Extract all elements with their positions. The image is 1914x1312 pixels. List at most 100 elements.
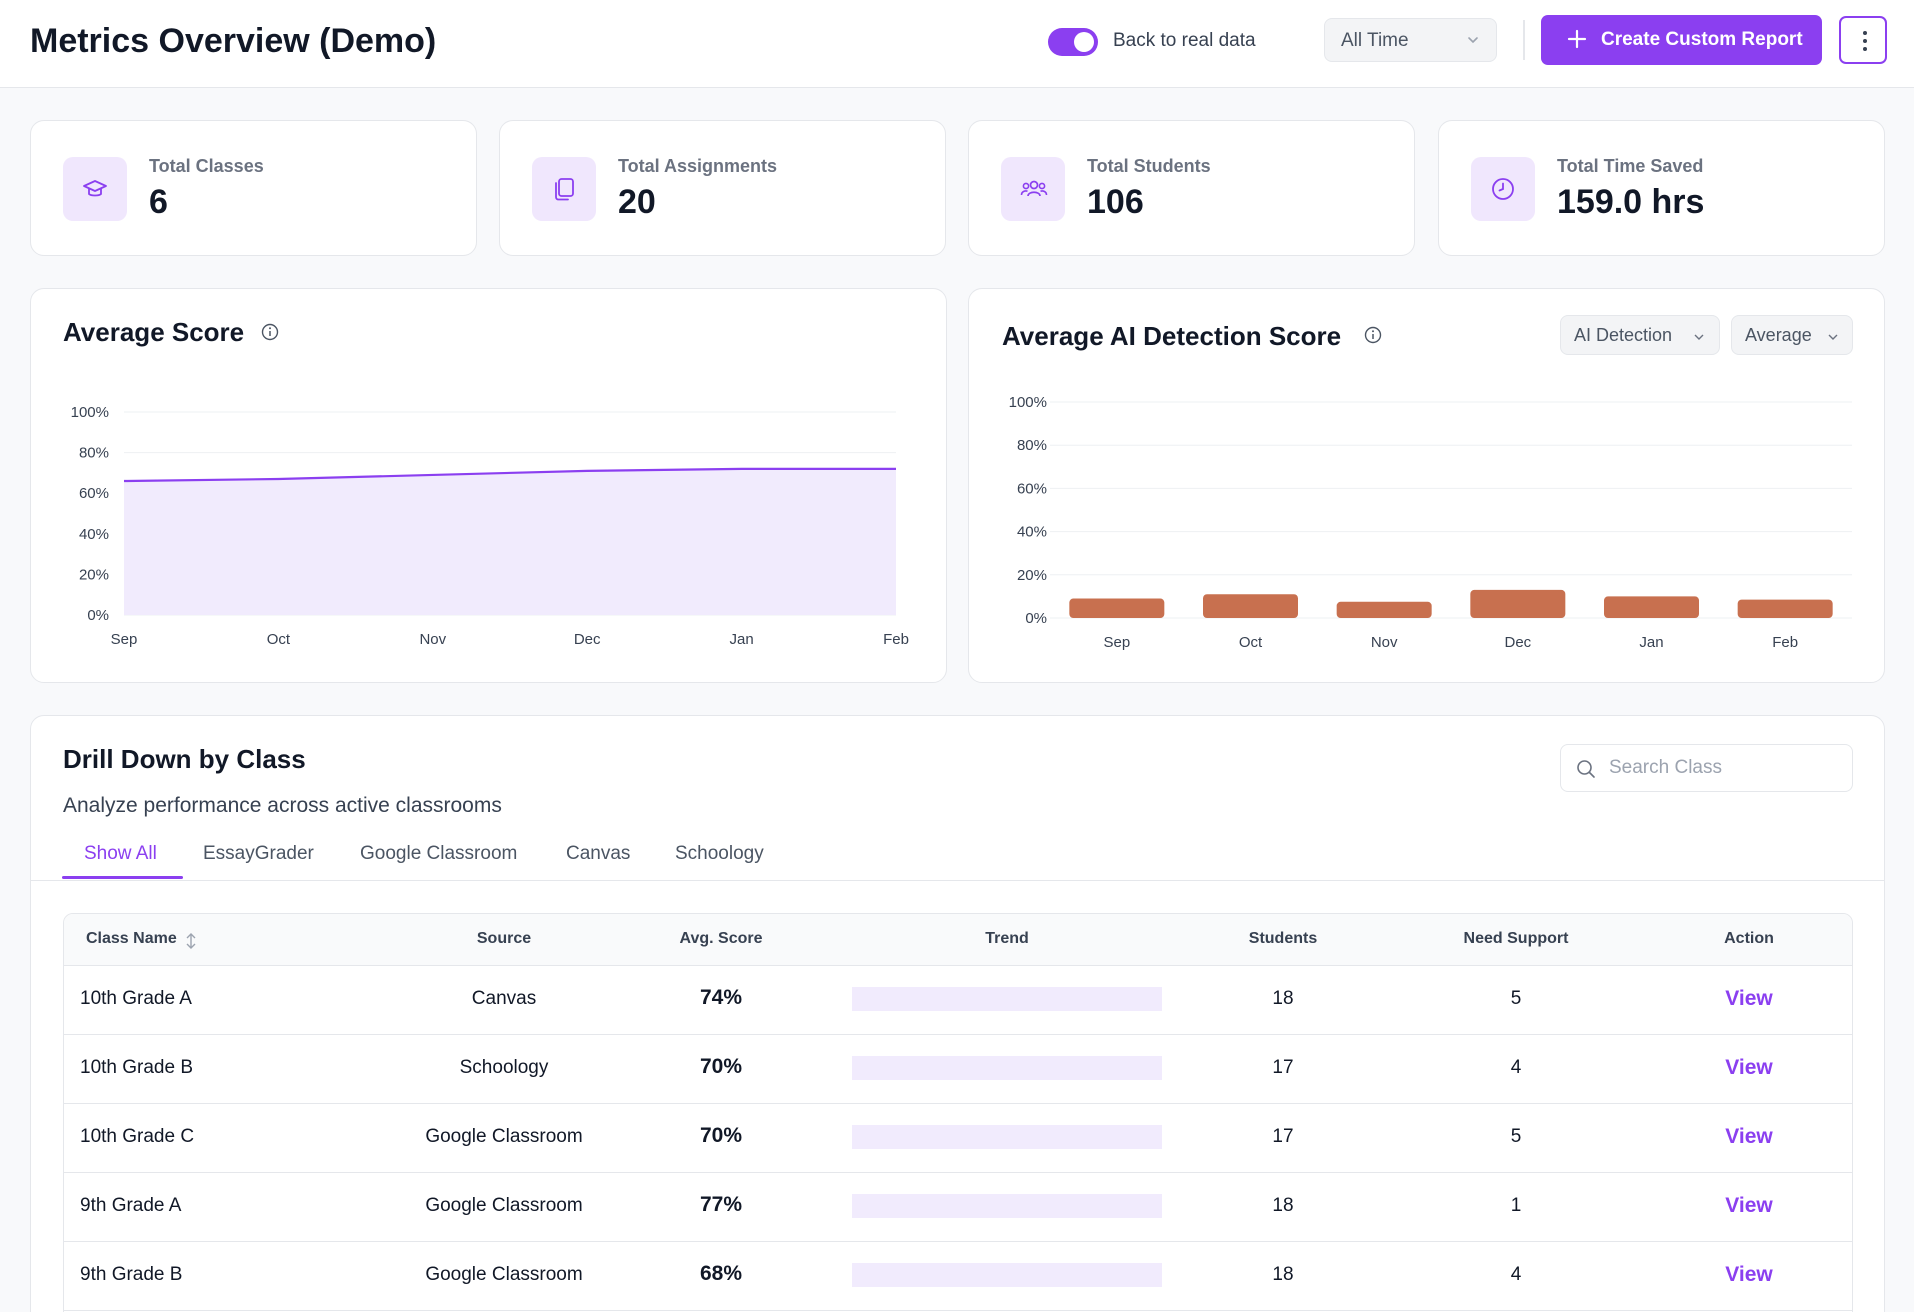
- view-link[interactable]: View: [1725, 1125, 1773, 1148]
- avg-score-cell: 77%: [699, 1193, 743, 1216]
- tab-schoology[interactable]: Schoology: [675, 843, 764, 864]
- create-custom-report-label: Create Custom Report: [1601, 29, 1803, 50]
- y-tick-label: 100%: [1009, 394, 1047, 411]
- drill-down-title: Drill Down by Class: [63, 744, 306, 774]
- students-cell: 17: [1272, 1057, 1294, 1078]
- stat-label: Total Classes: [149, 156, 264, 176]
- ai-aggregate-select[interactable]: Average: [1731, 315, 1853, 355]
- students-cell: 18: [1272, 1264, 1294, 1285]
- view-link[interactable]: View: [1725, 1263, 1773, 1286]
- x-tick-label: Jan: [1639, 634, 1663, 651]
- tab-canvas[interactable]: Canvas: [566, 843, 631, 864]
- y-tick-label: 0%: [87, 607, 109, 624]
- search-class-box: [1560, 744, 1853, 792]
- y-tick-label: 80%: [1017, 437, 1047, 454]
- column-header-class-name[interactable]: Class Name: [86, 930, 177, 947]
- ai-metric-select[interactable]: AI Detection: [1560, 315, 1720, 355]
- source-cell: Schoology: [459, 1057, 549, 1078]
- trend-sparkline: [852, 1194, 1162, 1218]
- y-tick-label: 40%: [79, 526, 109, 543]
- need-support-cell: 4: [1510, 1264, 1522, 1285]
- x-tick-label: Feb: [883, 631, 909, 648]
- table-header: Class Name Source Avg. Score Trend Stude…: [64, 914, 1852, 966]
- tab-essaygrader[interactable]: EssayGrader: [203, 843, 314, 864]
- class-name-cell: 9th Grade B: [80, 1264, 183, 1285]
- avg-score-cell: 70%: [699, 1124, 743, 1147]
- search-class-input[interactable]: [1609, 755, 1839, 781]
- time-range-select[interactable]: All Time: [1324, 18, 1497, 62]
- sparkline-fill: [852, 1263, 1162, 1287]
- stat-label: Total Assignments: [618, 156, 778, 176]
- column-header-avg-score: Avg. Score: [679, 930, 763, 947]
- y-tick-label: 60%: [1017, 480, 1047, 497]
- stat-label: Total Time Saved: [1557, 156, 1704, 176]
- series-line: [123, 467, 896, 483]
- bar: [1069, 598, 1165, 618]
- stat-value: 20: [618, 183, 656, 221]
- column-header-students: Students: [1248, 930, 1318, 947]
- area-fill: [124, 468, 896, 615]
- y-tick-label: 20%: [1017, 567, 1047, 584]
- view-link[interactable]: View: [1725, 1056, 1773, 1079]
- table-row: 10th Grade A Canvas 74% 18 5 View: [64, 966, 1852, 1035]
- search-icon: [1577, 760, 1595, 778]
- tab-google-classroom[interactable]: Google Classroom: [360, 843, 518, 864]
- x-tick-label: Feb: [1772, 634, 1798, 651]
- column-header-need-support: Need Support: [1463, 930, 1569, 947]
- y-tick-label: 20%: [79, 566, 109, 583]
- column-header-source: Source: [476, 930, 532, 947]
- table-row: 10th Grade C Google Classroom 70% 17 5 V…: [64, 1104, 1852, 1173]
- ai-aggregate-value: Average: [1745, 325, 1812, 345]
- view-link[interactable]: View: [1725, 1194, 1773, 1217]
- bar: [1737, 599, 1833, 618]
- graduation-cap-icon: [83, 180, 107, 197]
- students-cell: 17: [1272, 1126, 1294, 1147]
- tab-show-all[interactable]: Show All: [84, 843, 157, 864]
- drill-down-subtitle: Analyze performance across active classr…: [63, 794, 502, 817]
- need-support-cell: 5: [1510, 1126, 1522, 1147]
- x-tick-label: Dec: [574, 631, 601, 648]
- stat-value: 159.0 hrs: [1557, 183, 1705, 221]
- class-name-cell: 10th Grade C: [80, 1126, 195, 1147]
- source-cell: Canvas: [471, 988, 537, 1009]
- bar: [1203, 594, 1298, 618]
- bar: [1470, 589, 1566, 618]
- class-name-cell: 10th Grade A: [80, 988, 192, 1009]
- more-options-button[interactable]: [1839, 16, 1887, 64]
- ai-detection-title: Average AI Detection Score: [1002, 321, 1342, 351]
- users-icon: [1020, 180, 1048, 197]
- stat-icon-box: [1471, 157, 1535, 221]
- real-data-toggle[interactable]: [1048, 28, 1098, 56]
- source-cell: Google Classroom: [425, 1126, 583, 1147]
- more-vertical-icon: [1863, 31, 1867, 51]
- ai-detection-chart: 100% 80% 60% 40% 20% 0% Sep Oct Nov Dec Jan Feb: [1009, 394, 1852, 651]
- info-icon[interactable]: [261, 323, 279, 341]
- stat-value: 106: [1087, 183, 1144, 221]
- avg-score-cell: 68%: [699, 1262, 743, 1285]
- y-tick-label: 100%: [71, 404, 109, 421]
- stat-card-total-classes: Total Classes 6: [30, 120, 477, 256]
- table-row: 9th Grade B Google Classroom 68% 18 4 Vi…: [64, 1242, 1852, 1311]
- sparkline-fill: [852, 1056, 1162, 1080]
- x-tick-label: Sep: [1103, 634, 1130, 651]
- avg-score-cell: 70%: [699, 1055, 743, 1078]
- x-tick-label: Sep: [111, 631, 138, 648]
- sort-icon[interactable]: [184, 932, 198, 950]
- column-header-trend: Trend: [985, 930, 1029, 947]
- info-icon[interactable]: [1364, 326, 1382, 344]
- class-table: Class Name Source Avg. Score Trend Stude…: [63, 913, 1853, 1312]
- stat-card-total-time-saved: Total Time Saved 159.0 hrs: [1438, 120, 1885, 256]
- stat-icon-box: [63, 157, 127, 221]
- class-name-cell: 10th Grade B: [80, 1057, 194, 1078]
- source-cell: Google Classroom: [425, 1195, 583, 1216]
- toggle-knob: [1074, 32, 1094, 52]
- stat-icon-box: [1001, 157, 1065, 221]
- tabs-divider: [30, 880, 1884, 881]
- trend-sparkline: [852, 1263, 1162, 1287]
- create-custom-report-button[interactable]: Create Custom Report: [1541, 15, 1822, 65]
- stat-card-total-students: Total Students 106: [968, 120, 1415, 256]
- top-header: Metrics Overview (Demo) Back to real dat…: [0, 0, 1914, 88]
- y-tick-label: 0%: [1025, 610, 1047, 627]
- view-link[interactable]: View: [1725, 987, 1773, 1010]
- y-tick-label: 80%: [79, 445, 109, 462]
